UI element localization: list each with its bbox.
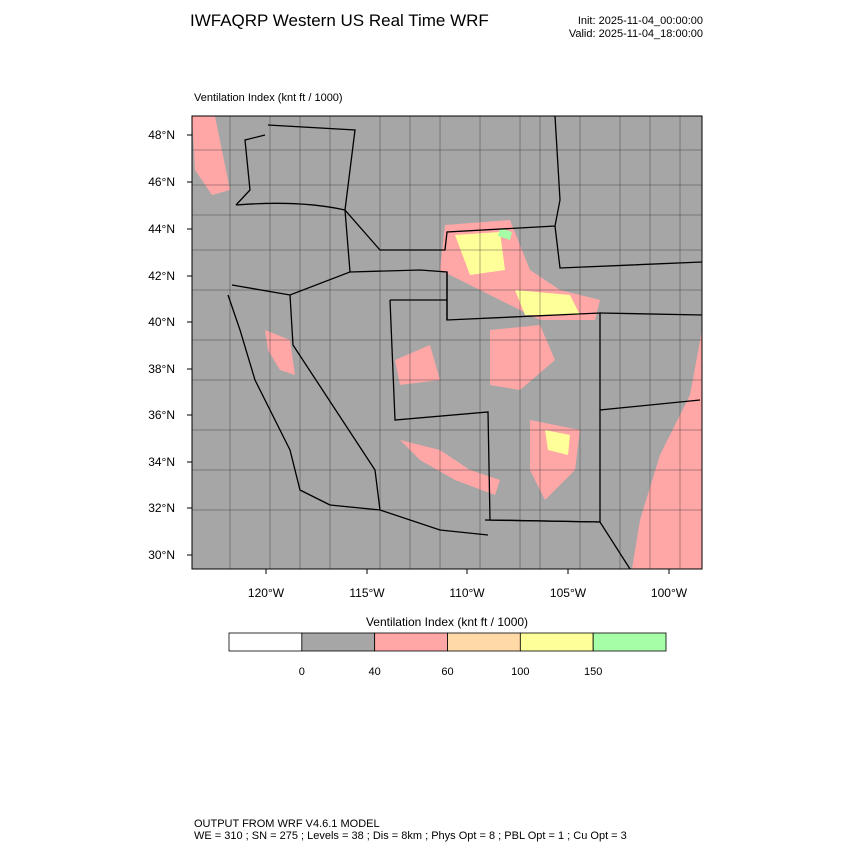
colorbar-box xyxy=(301,632,376,652)
field-area xyxy=(515,290,580,315)
colorbar-box xyxy=(592,632,667,652)
state-borders xyxy=(227,116,702,569)
lat-label: 44°N xyxy=(148,222,175,236)
lon-label: 105°W xyxy=(550,586,587,600)
lat-label: 30°N xyxy=(148,548,175,562)
init-time: Init: 2025-11-04_00:00:00 xyxy=(578,15,703,27)
colorbar-level: 150 xyxy=(584,666,602,678)
colorbar-title: Ventilation Index (knt ft / 1000) xyxy=(366,615,528,629)
map-label: Ventilation Index (knt ft / 1000) xyxy=(194,92,343,104)
field-area xyxy=(545,430,570,455)
colorbar-box xyxy=(519,632,594,652)
field-area xyxy=(632,330,702,569)
lat-label: 34°N xyxy=(148,455,175,469)
lat-label: 32°N xyxy=(148,501,175,515)
lat-label: 42°N xyxy=(148,269,175,283)
colorbar-level: 100 xyxy=(511,666,529,678)
colorbar-level: 60 xyxy=(441,666,453,678)
field-area xyxy=(400,440,500,495)
field-area xyxy=(490,325,555,390)
title: IWFAQRP Western US Real Time WRF xyxy=(190,11,489,30)
colorbar-level: 0 xyxy=(299,666,305,678)
colorbar-box xyxy=(447,632,521,652)
footer-line: WE = 310 ; SN = 275 ; Levels = 38 ; Dis … xyxy=(194,830,627,842)
lat-label: 36°N xyxy=(148,408,175,422)
footer-line: OUTPUT FROM WRF V4.6.1 MODEL xyxy=(194,818,380,830)
field-area xyxy=(498,228,512,240)
lon-label: 100°W xyxy=(651,586,688,600)
map-frame xyxy=(191,115,703,570)
lon-label: 120°W xyxy=(248,586,285,600)
field-area xyxy=(265,330,295,375)
lat-label: 46°N xyxy=(148,175,175,189)
lat-label: 40°N xyxy=(148,315,175,329)
field-area xyxy=(395,345,440,385)
colorbar-box xyxy=(374,632,448,652)
lat-label: 48°N xyxy=(148,128,175,142)
colorbar-level: 40 xyxy=(369,666,381,678)
field-area xyxy=(192,116,230,195)
colorbar-box xyxy=(228,632,303,652)
lon-label: 110°W xyxy=(449,586,485,600)
map xyxy=(191,115,703,570)
valid-time: Valid: 2025-11-04_18:00:00 xyxy=(569,28,703,40)
lon-label: 115°W xyxy=(349,586,385,600)
lat-label: 38°N xyxy=(148,362,175,376)
